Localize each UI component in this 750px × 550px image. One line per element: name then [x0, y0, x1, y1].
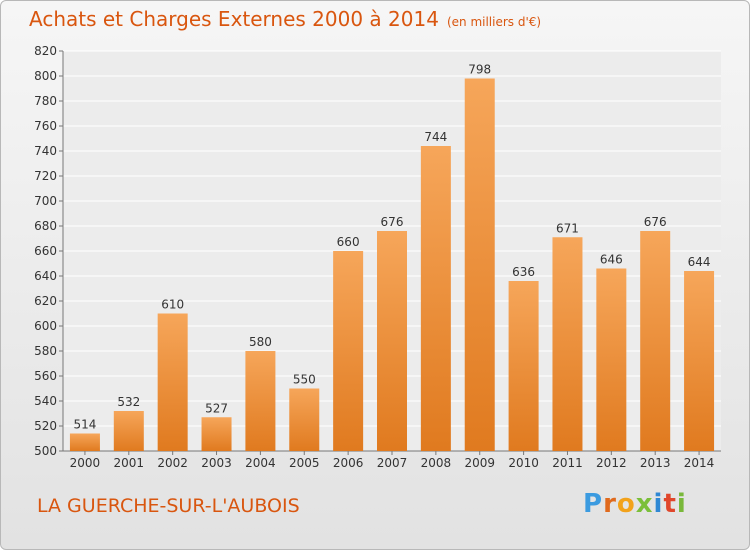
- bar-value-label: 644: [688, 255, 711, 269]
- bar-value-label: 532: [117, 395, 140, 409]
- bar-value-label: 580: [249, 335, 272, 349]
- x-tick-label: 2008: [421, 456, 452, 470]
- bar: [640, 231, 671, 451]
- bar: [464, 78, 495, 451]
- y-tick-label: 660: [34, 244, 57, 258]
- chart-title-text: Achats et Charges Externes 2000 à 2014: [29, 7, 439, 31]
- y-tick-label: 600: [34, 319, 57, 333]
- x-tick-label: 2004: [245, 456, 276, 470]
- y-tick-label: 740: [34, 144, 57, 158]
- y-tick-label: 760: [34, 119, 57, 133]
- bar: [684, 271, 715, 451]
- bar-value-label: 646: [600, 253, 623, 267]
- bar: [377, 231, 407, 451]
- x-tick-label: 2003: [201, 456, 232, 470]
- bar: [552, 237, 583, 451]
- bar-value-label: 610: [161, 298, 184, 312]
- y-tick-label: 640: [34, 269, 57, 283]
- x-tick-label: 2007: [377, 456, 408, 470]
- bar: [201, 417, 232, 451]
- bar-value-label: 676: [644, 215, 667, 229]
- x-tick-label: 2009: [464, 456, 495, 470]
- bar-value-label: 676: [381, 215, 404, 229]
- x-tick-label: 2001: [114, 456, 145, 470]
- bar-value-label: 671: [556, 221, 579, 235]
- place-name: LA GUERCHE-SUR-L'AUBOIS: [37, 495, 300, 517]
- bar: [245, 351, 276, 451]
- bar-value-label: 744: [424, 130, 447, 144]
- bar-value-label: 550: [293, 373, 316, 387]
- bar: [420, 146, 451, 451]
- y-tick-label: 580: [34, 344, 57, 358]
- y-tick-label: 720: [34, 169, 57, 183]
- proxiti-logo: Proxiti: [583, 489, 687, 519]
- x-tick-label: 2002: [157, 456, 188, 470]
- bar: [596, 268, 627, 451]
- x-tick-label: 2014: [684, 456, 715, 470]
- bar: [157, 313, 188, 451]
- bar-value-label: 660: [337, 235, 360, 249]
- bar-value-label: 798: [468, 63, 491, 77]
- x-tick-label: 2005: [289, 456, 320, 470]
- bar-value-label: 514: [73, 418, 96, 432]
- bar: [69, 433, 100, 451]
- y-tick-label: 620: [34, 294, 57, 308]
- y-tick-label: 800: [34, 69, 57, 83]
- y-tick-label: 820: [34, 44, 57, 58]
- y-tick-label: 500: [34, 444, 57, 458]
- x-tick-label: 2011: [552, 456, 583, 470]
- bar-value-label: 527: [205, 401, 228, 415]
- bar: [289, 388, 320, 451]
- chart-subtitle: (en milliers d'€): [446, 15, 542, 29]
- y-tick-label: 520: [34, 419, 57, 433]
- y-tick-label: 700: [34, 194, 57, 208]
- chart-title: Achats et Charges Externes 2000 à 2014 (e…: [29, 7, 541, 31]
- bar: [333, 251, 364, 451]
- x-tick-label: 2010: [508, 456, 539, 470]
- y-tick-label: 780: [34, 94, 57, 108]
- bar-value-label: 636: [512, 265, 535, 279]
- bar: [508, 281, 539, 451]
- y-tick-label: 560: [34, 369, 57, 383]
- y-tick-label: 680: [34, 219, 57, 233]
- x-tick-label: 2012: [596, 456, 627, 470]
- x-tick-label: 2000: [70, 456, 101, 470]
- y-tick-label: 540: [34, 394, 57, 408]
- x-tick-label: 2013: [640, 456, 671, 470]
- bar: [113, 411, 144, 451]
- x-tick-label: 2006: [333, 456, 364, 470]
